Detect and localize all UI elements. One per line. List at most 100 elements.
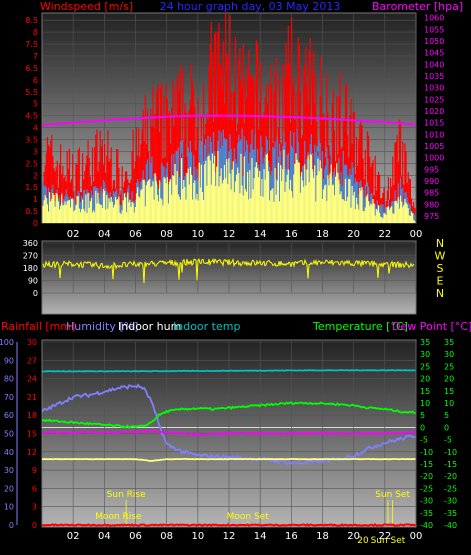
x-tick-label: 10 (191, 531, 204, 542)
barometer-tick-label: 990 (424, 177, 439, 186)
barometer-tick-label: 995 (424, 165, 439, 174)
windspeed-tick-label: 3.5 (25, 135, 38, 144)
windspeed-tick-label: 7 (33, 52, 38, 61)
dew-point-tick-label: 30 (444, 350, 454, 359)
dew-point-tick-label: -35 (444, 509, 457, 518)
humidity-tick-label: 100 (0, 338, 14, 347)
sun-moon-label: Moon Set (227, 512, 270, 522)
barometer-tick-label: 1015 (424, 119, 444, 128)
x-tick-label: 14 (254, 229, 267, 240)
humidity-tick-label: 50 (4, 430, 14, 439)
temperature-tick-label: -10 (420, 448, 433, 457)
x-tick-label: 20 (347, 531, 360, 542)
humidity-tick-label: 20 (4, 484, 14, 493)
windspeed-tick-label: 5.5 (25, 88, 38, 97)
dew-point-tick-label: -40 (444, 521, 457, 530)
compass-letter: W (435, 250, 446, 263)
x-tick-label: 16 (285, 229, 298, 240)
temperature-tick-label: -30 (420, 497, 433, 506)
temperature-tick-label: 35 (420, 338, 430, 347)
humidity-tick-label: 10 (4, 503, 14, 512)
direction-tick-label: 270 (23, 252, 38, 261)
x-tick-label: 00 (410, 229, 423, 240)
barometer-tick-label: 1035 (424, 72, 444, 81)
rainfall-tick-label: 9 (32, 466, 37, 475)
x-tick-label: 08 (160, 229, 173, 240)
barometer-tick-label: 985 (424, 189, 439, 198)
barometer-tick-label: 1050 (424, 37, 444, 46)
indoor-temp-line (41, 369, 416, 373)
dew-point-tick-label: 15 (444, 387, 454, 396)
direction-tick-label: 0 (33, 289, 38, 298)
wind-direction-trace (42, 257, 415, 284)
humidity-label: Humidity [%] (66, 320, 138, 333)
rainfall-line (41, 523, 416, 527)
windspeed-tick-label: 8.5 (25, 16, 38, 25)
windspeed-tick-label: 5 (33, 100, 38, 109)
barometer-tick-label: 1030 (424, 84, 444, 93)
rainfall-label: Rainfall [mm] (1, 320, 75, 333)
wind-panel-series (41, 13, 417, 223)
sun-moon-label: Sun Set (371, 536, 406, 546)
compass-letter: S (437, 262, 444, 275)
rainfall-tick-label: 30 (27, 338, 37, 347)
barometer-tick-label: 1025 (424, 95, 444, 104)
direction-panel-grid (42, 242, 417, 294)
barometer-tick-label: 1020 (424, 107, 444, 116)
direction-tick-label: 90 (28, 277, 38, 286)
indoor-hum-line (42, 457, 416, 462)
humidity-tick-label: 40 (4, 448, 14, 457)
windspeed-axis-ticks: 0 0.5 1 1.5 2 2.5 3 3.5 4 4.5 5 5.5 6 6.5 7 7.5 8 8.5 (25, 16, 38, 228)
direction-axis-ticks: 360 270 180 90 0 (23, 239, 38, 298)
barometer-tick-label: 1040 (424, 60, 444, 69)
x-tick-label: 06 (129, 229, 142, 240)
barometer-tick-label: 1045 (424, 49, 444, 58)
dew-point-tick-label: 20 (444, 375, 454, 384)
temperature-tick-label: 15 (420, 387, 430, 396)
humidity-tick-label: 90 (4, 356, 14, 365)
chart-title: 24 hour graph day, 03 May 2013 (160, 0, 341, 13)
temperature-tick-label: 5 (420, 411, 425, 420)
rainfall-tick-label: 27 (27, 356, 37, 365)
barometer-tick-label: 1010 (424, 130, 444, 139)
humidity-tick-label: 30 (4, 466, 14, 475)
x-tick-label: 16 (285, 531, 298, 542)
compass-letter: E (437, 275, 444, 288)
temperature-label: Temperature [°C] (312, 320, 408, 333)
wind-low-series (42, 149, 416, 223)
rainfall-axis-ticks: 0 3 6 9 12 15 18 21 24 27 30 (27, 338, 37, 530)
x-tick-label: 14 (254, 531, 267, 542)
temperature-tick-label: -35 (420, 509, 433, 518)
dew-point-tick-label: 35 (444, 338, 454, 347)
barometer-tick-label: 980 (424, 200, 439, 209)
windspeed-tick-label: 3 (33, 147, 38, 156)
windspeed-tick-label: 2 (33, 171, 38, 180)
temperature-tick-label: 0 (420, 423, 425, 432)
wind-panel: Windspeed [m/s] 24 hour graph day, 03 Ma… (25, 0, 463, 240)
dew-point-label: Dew Point [°C] (392, 320, 471, 333)
windspeed-axis-label: Windspeed [m/s] (40, 0, 133, 13)
temperature-panel-legend: Rainfall [mm] Humidity [%] Indoor hum In… (1, 320, 471, 333)
temperature-tick-label: -20 (420, 472, 433, 481)
temperature-panel-series (41, 369, 417, 527)
temperature-tick-label: 30 (420, 350, 430, 359)
windspeed-tick-label: 7.5 (25, 40, 38, 49)
x-tick-label: 20 (347, 229, 360, 240)
x-tick-label: 12 (223, 229, 236, 240)
windspeed-tick-label: 0 (33, 219, 38, 228)
x-tick-label: 08 (160, 531, 173, 542)
barometer-tick-label: 975 (424, 212, 439, 221)
x-tick-label: 00 (410, 531, 423, 542)
sun-moon-label: 20 (357, 536, 369, 546)
windspeed-tick-label: 2.5 (25, 159, 38, 168)
rainfall-tick-label: 3 (32, 503, 37, 512)
windspeed-tick-label: 4 (33, 124, 38, 133)
x-tick-label: 12 (223, 531, 236, 542)
barometer-tick-label: 1005 (424, 142, 444, 151)
dew-point-tick-label: -20 (444, 472, 457, 481)
dew-point-tick-label: 25 (444, 362, 454, 371)
x-tick-label: 10 (191, 229, 204, 240)
x-tick-label: 04 (98, 531, 111, 542)
